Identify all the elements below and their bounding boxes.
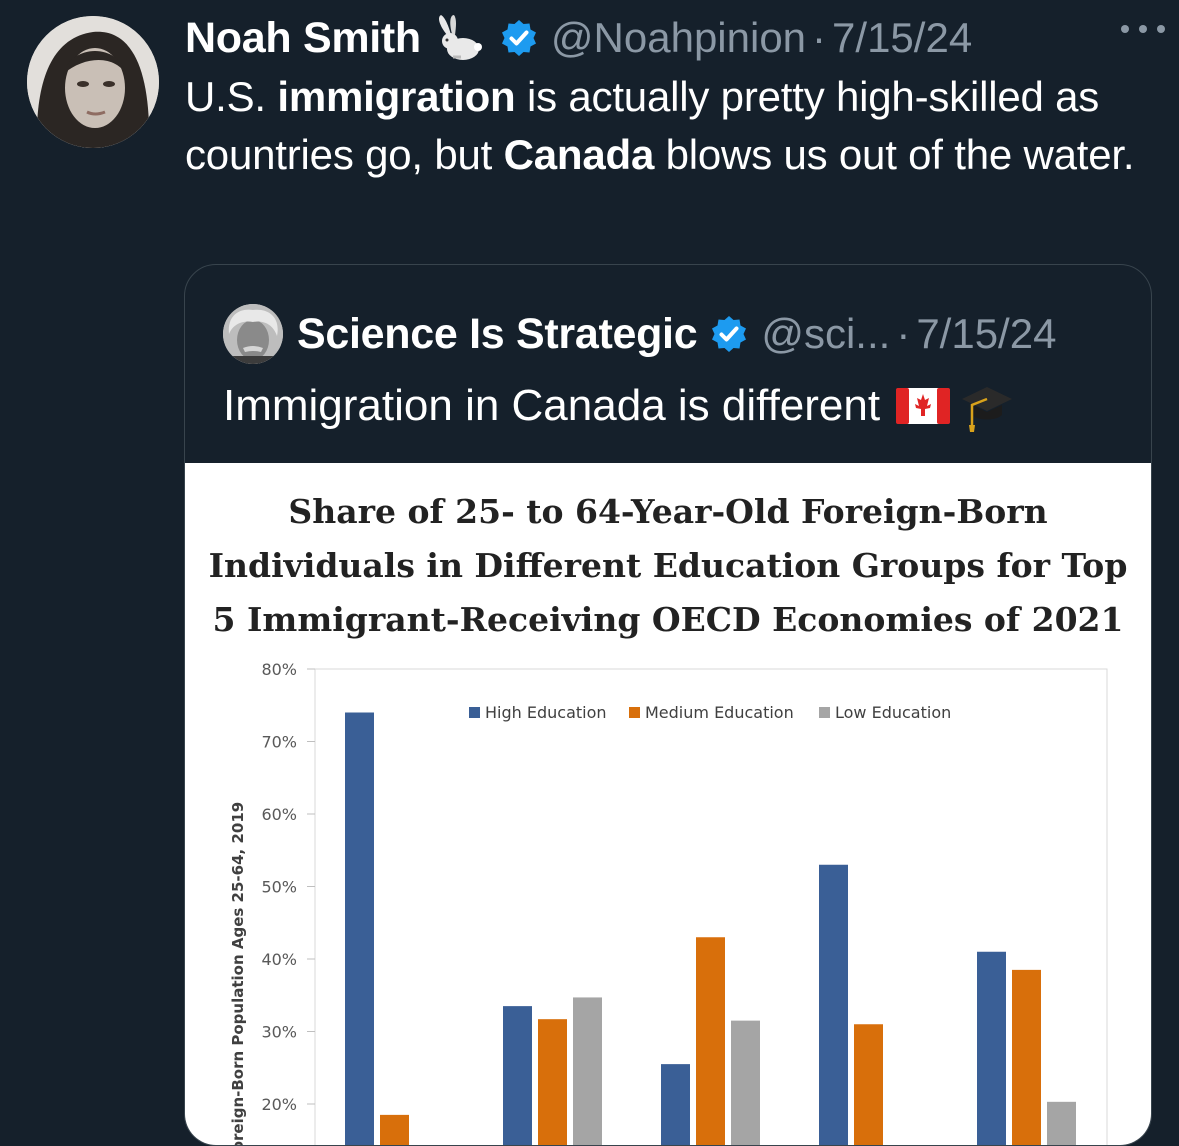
tweet-date[interactable]: 7/15/24: [832, 14, 973, 61]
legend-label: Medium Education: [645, 703, 794, 722]
y-axis-label: of Foreign-Born Population Ages 25-64, 2…: [229, 802, 247, 1145]
more-icon[interactable]: [1117, 14, 1169, 44]
bar-low-education: [731, 1020, 760, 1145]
tweet-text-part: U.S.: [185, 73, 278, 120]
bar-medium-education: [380, 1114, 409, 1145]
verified-icon[interactable]: [499, 18, 539, 58]
quoted-tweet-header: Science Is Strategic @sci... · 7/15/24: [223, 301, 1123, 367]
bar-low-education: [1047, 1101, 1076, 1145]
bar-high-education: [345, 712, 374, 1145]
legend-swatch: [629, 707, 640, 718]
y-tick-label: 50%: [261, 878, 297, 897]
legend-swatch: [469, 707, 480, 718]
tweet-text-part: is actually pretty high-skilled as count…: [185, 73, 1100, 178]
bar-low-education: [573, 997, 602, 1145]
bar-medium-education: [538, 1019, 567, 1145]
y-tick-label: 40%: [261, 950, 297, 969]
quoted-tweet[interactable]: Science Is Strategic @sci... · 7/15/24 I…: [184, 264, 1152, 1146]
tweet-text-bold-canada: Canada: [503, 131, 655, 178]
quoted-tweet-text-content: Immigration in Canada is different: [223, 381, 881, 430]
quoted-author-avatar[interactable]: [223, 304, 283, 364]
y-tick-label: 20%: [261, 1095, 297, 1114]
y-tick-label: 30%: [261, 1023, 297, 1042]
tweet-header: Noah Smith @Noahpinion · 7/15/24: [185, 10, 1155, 66]
tweet-text-bold-immigration: immigration: [277, 73, 516, 120]
chart-image[interactable]: Share of 25- to 64-Year-Old Foreign-Born…: [185, 463, 1151, 1145]
bar-chart: 80% 70% 60% 50% 40% 30% 20% of Foreign-Born Pop…: [229, 660, 1108, 1145]
y-tick-label: 60%: [261, 805, 297, 824]
y-tick-label: 80%: [261, 660, 297, 679]
chart-title-line: Individuals in Different Education Group…: [208, 546, 1128, 585]
chart-title-line: 5 Immigrant-Receiving OECD Economies of …: [212, 600, 1124, 639]
chart-title: Share of 25- to 64-Year-Old Foreign-Born…: [185, 485, 1151, 647]
chart-title-line: Share of 25- to 64-Year-Old Foreign-Born: [288, 492, 1048, 531]
bar-medium-education: [696, 937, 725, 1145]
author-name[interactable]: Noah Smith: [185, 13, 421, 62]
bar-high-education: [819, 864, 848, 1145]
bar-medium-education: [1012, 969, 1041, 1145]
rabbit-icon: [438, 15, 482, 60]
legend-label: High Education: [485, 703, 607, 722]
bar-high-education: [977, 951, 1006, 1145]
quoted-author-handle[interactable]: @sci...: [761, 310, 891, 357]
legend-swatch: [819, 707, 830, 718]
quoted-author-name[interactable]: Science Is Strategic: [297, 309, 698, 358]
bar-high-education: [661, 1064, 690, 1145]
legend-label: Low Education: [835, 703, 951, 722]
bar-medium-education: [854, 1024, 883, 1145]
graduation-cap-icon: [962, 387, 1013, 432]
header-separator: ·: [812, 14, 827, 61]
tweet-text-part: blows us out of the water.: [654, 131, 1135, 178]
canada-flag-icon: [896, 388, 951, 424]
quoted-tweet-text: Immigration in Canada is different: [223, 379, 1014, 433]
bar-high-education: [503, 1006, 532, 1145]
y-tick-label: 70%: [261, 733, 297, 752]
tweet-text: U.S. immigration is actually pretty high…: [185, 68, 1160, 184]
verified-icon[interactable]: [709, 314, 749, 354]
author-avatar[interactable]: [27, 16, 159, 148]
header-separator: ·: [896, 310, 911, 357]
plot-area: [314, 668, 1108, 1145]
author-handle[interactable]: @Noahpinion: [550, 14, 807, 61]
quoted-tweet-date[interactable]: 7/15/24: [916, 310, 1057, 357]
